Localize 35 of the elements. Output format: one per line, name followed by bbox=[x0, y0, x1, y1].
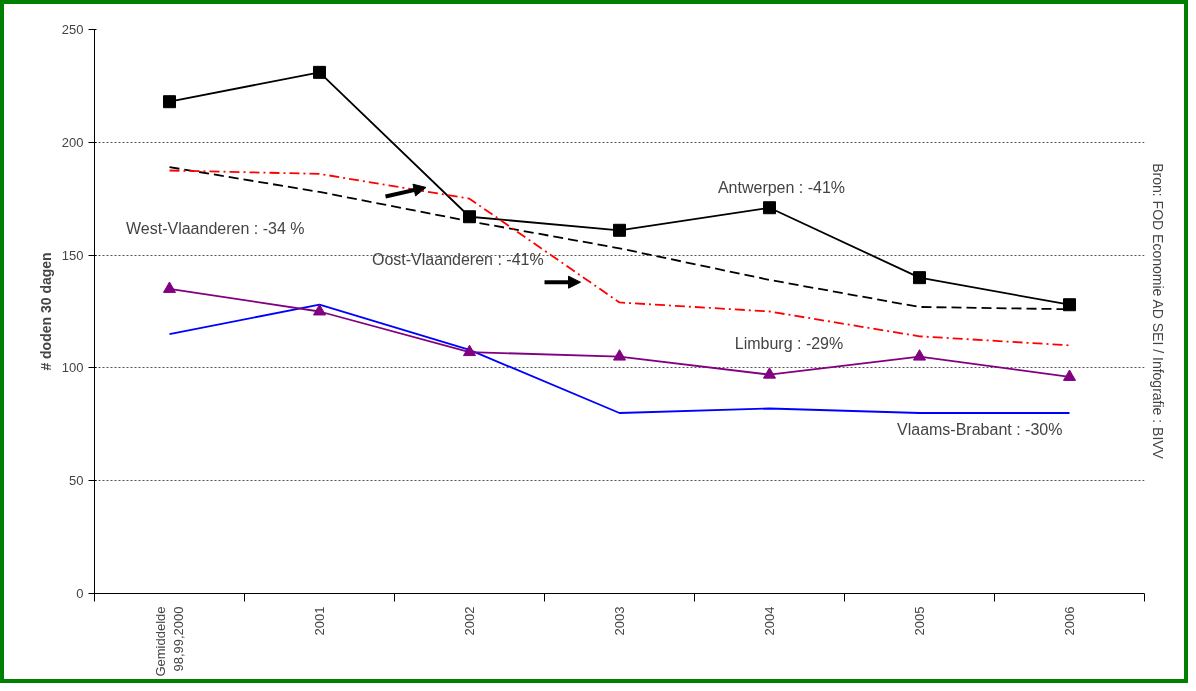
x-tick-label: Gemiddelde 98,99,2000 bbox=[153, 606, 186, 677]
y-tick-label: 50 bbox=[69, 473, 84, 489]
series-label: Antwerpen : -41% bbox=[717, 178, 846, 196]
series-label: Limburg : -29% bbox=[734, 334, 844, 352]
point bbox=[463, 344, 476, 357]
series-label: Oost-Vlaanderen : -41% bbox=[372, 251, 544, 269]
point bbox=[913, 349, 926, 361]
point bbox=[763, 201, 776, 215]
point bbox=[463, 210, 476, 224]
x-tick-label: 2002 bbox=[462, 606, 477, 636]
y-tick-label: 200 bbox=[61, 134, 84, 150]
x-tick-label: 2005 bbox=[912, 606, 927, 636]
x-tick-label: 2004 bbox=[762, 606, 777, 636]
series-label: Vlaams-Brabant : -30% bbox=[897, 421, 1063, 439]
y-axis-title: # doden 30 dagen bbox=[37, 252, 54, 371]
x-tick-label: 2003 bbox=[612, 606, 627, 636]
y-tick-label: 0 bbox=[76, 586, 84, 601]
series-label: West-Vlaanderen : -34 % bbox=[126, 219, 305, 237]
point bbox=[613, 349, 626, 361]
point bbox=[1063, 369, 1076, 381]
point bbox=[313, 304, 326, 316]
point bbox=[313, 65, 326, 79]
y-tick-label: 150 bbox=[61, 247, 84, 263]
point bbox=[913, 271, 926, 285]
point bbox=[613, 223, 626, 237]
point bbox=[163, 281, 176, 293]
point bbox=[763, 367, 776, 379]
y-tick-label: 250 bbox=[61, 22, 84, 37]
x-tick-label: 2001 bbox=[312, 606, 327, 636]
point bbox=[1063, 298, 1076, 312]
x-tick-label: 2006 bbox=[1062, 606, 1077, 636]
line-series bbox=[168, 303, 1071, 414]
text: Bron: FOD Economie AD SEI / Infografie : BIVV bbox=[1149, 163, 1166, 460]
point bbox=[163, 95, 176, 109]
y-tick-label: 100 bbox=[61, 360, 84, 376]
